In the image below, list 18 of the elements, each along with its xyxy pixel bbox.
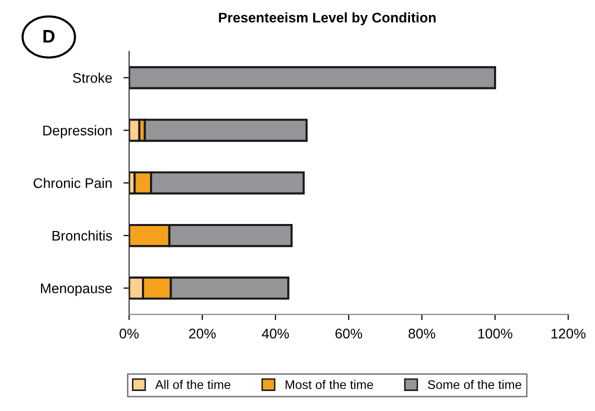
bar xyxy=(129,66,496,90)
y-tick-label: Stroke xyxy=(72,72,112,83)
legend-label: All of the time xyxy=(155,380,230,390)
x-tick-label: 60% xyxy=(335,328,362,339)
legend-label: Some of the time xyxy=(428,380,522,390)
text: D xyxy=(43,30,55,42)
y-tick-label: Menopause xyxy=(41,284,112,296)
x-tick-label: 80% xyxy=(408,328,436,339)
chart-title: Presenteeism Level by Condition xyxy=(218,12,436,26)
legend-label: Most of the time xyxy=(286,380,374,390)
x-tick-label: 120% xyxy=(552,328,586,339)
x-tick-label: 100% xyxy=(478,328,512,339)
x-tick-label: 0% xyxy=(120,328,139,339)
x-tick-label: 20% xyxy=(189,328,216,339)
y-tick-label: Bronchitis xyxy=(52,230,112,241)
y-tick-label: Depression xyxy=(43,125,112,138)
y-tick-label: Chronic Pain xyxy=(34,178,112,188)
x-tick-label: 40% xyxy=(262,328,289,339)
